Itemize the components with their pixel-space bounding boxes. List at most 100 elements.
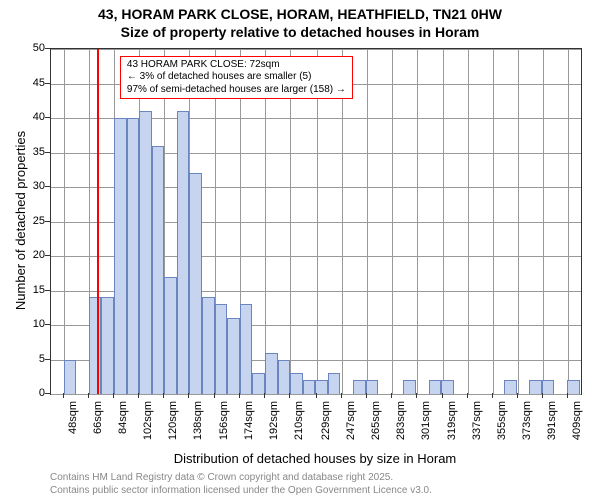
y-tick-label: 40 (20, 111, 45, 123)
y-tick-label: 20 (20, 249, 45, 261)
histogram-bar (366, 380, 379, 394)
y-tick-label: 5 (20, 353, 45, 365)
y-tick-mark (45, 186, 50, 187)
histogram-bar (64, 360, 77, 395)
histogram-bar (353, 380, 366, 394)
x-tick-mark (442, 393, 443, 398)
footer-note: Contains HM Land Registry data © Crown c… (50, 471, 432, 497)
y-tick-mark (45, 324, 50, 325)
y-tick-label: 15 (20, 284, 45, 296)
x-tick-mark (264, 393, 265, 398)
grid-line-vertical (392, 49, 393, 394)
grid-line-vertical (443, 49, 444, 394)
x-tick-label: 192sqm (268, 401, 280, 456)
x-tick-mark (214, 393, 215, 398)
histogram-bar (101, 297, 114, 394)
x-tick-mark (163, 393, 164, 398)
histogram-bar (290, 373, 303, 394)
histogram-bar (215, 304, 228, 394)
reference-line (97, 49, 99, 394)
x-tick-label: 138sqm (192, 401, 204, 456)
y-tick-label: 25 (20, 215, 45, 227)
histogram-bar (504, 380, 517, 394)
histogram-bar (114, 118, 127, 394)
y-tick-label: 10 (20, 318, 45, 330)
y-tick-mark (45, 117, 50, 118)
histogram-bar (139, 111, 152, 394)
histogram-bar (328, 373, 341, 394)
y-tick-label: 35 (20, 146, 45, 158)
grid-line-vertical (568, 49, 569, 394)
x-tick-label: 355sqm (496, 401, 508, 456)
annotation-box: 43 HORAM PARK CLOSE: 72sqm← 3% of detach… (120, 56, 353, 100)
annotation-line: 43 HORAM PARK CLOSE: 72sqm (127, 59, 346, 72)
histogram-bar (252, 373, 265, 394)
x-tick-label: 48sqm (67, 401, 79, 456)
x-tick-label: 120sqm (167, 401, 179, 456)
histogram-bar (152, 146, 165, 394)
grid-line-vertical (468, 49, 469, 394)
histogram-bar (240, 304, 253, 394)
y-tick-mark (45, 255, 50, 256)
x-tick-mark (492, 393, 493, 398)
x-tick-label: 247sqm (345, 401, 357, 456)
x-tick-label: 319sqm (446, 401, 458, 456)
x-tick-label: 283sqm (395, 401, 407, 456)
histogram-bar (127, 118, 140, 394)
histogram-bar (315, 380, 328, 394)
x-tick-label: 373sqm (521, 401, 533, 456)
histogram-bar (177, 111, 190, 394)
y-tick-mark (45, 221, 50, 222)
x-tick-mark (567, 393, 568, 398)
chart-container: 43, HORAM PARK CLOSE, HORAM, HEATHFIELD,… (0, 0, 600, 500)
footer-line: Contains public sector information licen… (50, 484, 432, 497)
histogram-bar (303, 380, 316, 394)
x-tick-label: 84sqm (117, 401, 129, 456)
x-tick-mark (188, 393, 189, 398)
histogram-bar (529, 380, 542, 394)
chart-title-sub: Size of property relative to detached ho… (0, 24, 600, 40)
histogram-bar (189, 173, 202, 394)
y-tick-mark (45, 152, 50, 153)
y-tick-label: 45 (20, 77, 45, 89)
x-tick-mark (88, 393, 89, 398)
y-tick-label: 30 (20, 180, 45, 192)
x-tick-label: 337sqm (471, 401, 483, 456)
x-tick-mark (391, 393, 392, 398)
grid-line-vertical (543, 49, 544, 394)
histogram-bar (278, 360, 291, 395)
chart-title-main: 43, HORAM PARK CLOSE, HORAM, HEATHFIELD,… (0, 6, 600, 22)
x-tick-label: 391sqm (546, 401, 558, 456)
y-tick-mark (45, 359, 50, 360)
histogram-bar (164, 277, 177, 394)
x-tick-label: 210sqm (293, 401, 305, 456)
annotation-line: 97% of semi-detached houses are larger (… (127, 84, 346, 97)
grid-line-vertical (367, 49, 368, 394)
x-tick-mark (113, 393, 114, 398)
x-tick-mark (289, 393, 290, 398)
histogram-bar (265, 353, 278, 394)
x-tick-label: 102sqm (142, 401, 154, 456)
x-tick-label: 66sqm (92, 401, 104, 456)
x-tick-mark (63, 393, 64, 398)
plot-area: 43 HORAM PARK CLOSE: 72sqm← 3% of detach… (50, 48, 582, 395)
histogram-bar (227, 318, 240, 394)
x-tick-label: 174sqm (243, 401, 255, 456)
grid-line-vertical (417, 49, 418, 394)
y-tick-mark (45, 83, 50, 84)
grid-line-vertical (342, 49, 343, 394)
y-tick-label: 50 (20, 42, 45, 54)
x-tick-label: 265sqm (370, 401, 382, 456)
x-tick-mark (138, 393, 139, 398)
footer-line: Contains HM Land Registry data © Crown c… (50, 471, 432, 484)
grid-line-vertical (317, 49, 318, 394)
x-tick-label: 301sqm (420, 401, 432, 456)
grid-line-vertical (493, 49, 494, 394)
x-tick-mark (316, 393, 317, 398)
x-tick-mark (366, 393, 367, 398)
x-tick-mark (239, 393, 240, 398)
histogram-bar (403, 380, 416, 394)
y-tick-mark (45, 290, 50, 291)
histogram-bar (202, 297, 215, 394)
x-tick-label: 409sqm (571, 401, 583, 456)
